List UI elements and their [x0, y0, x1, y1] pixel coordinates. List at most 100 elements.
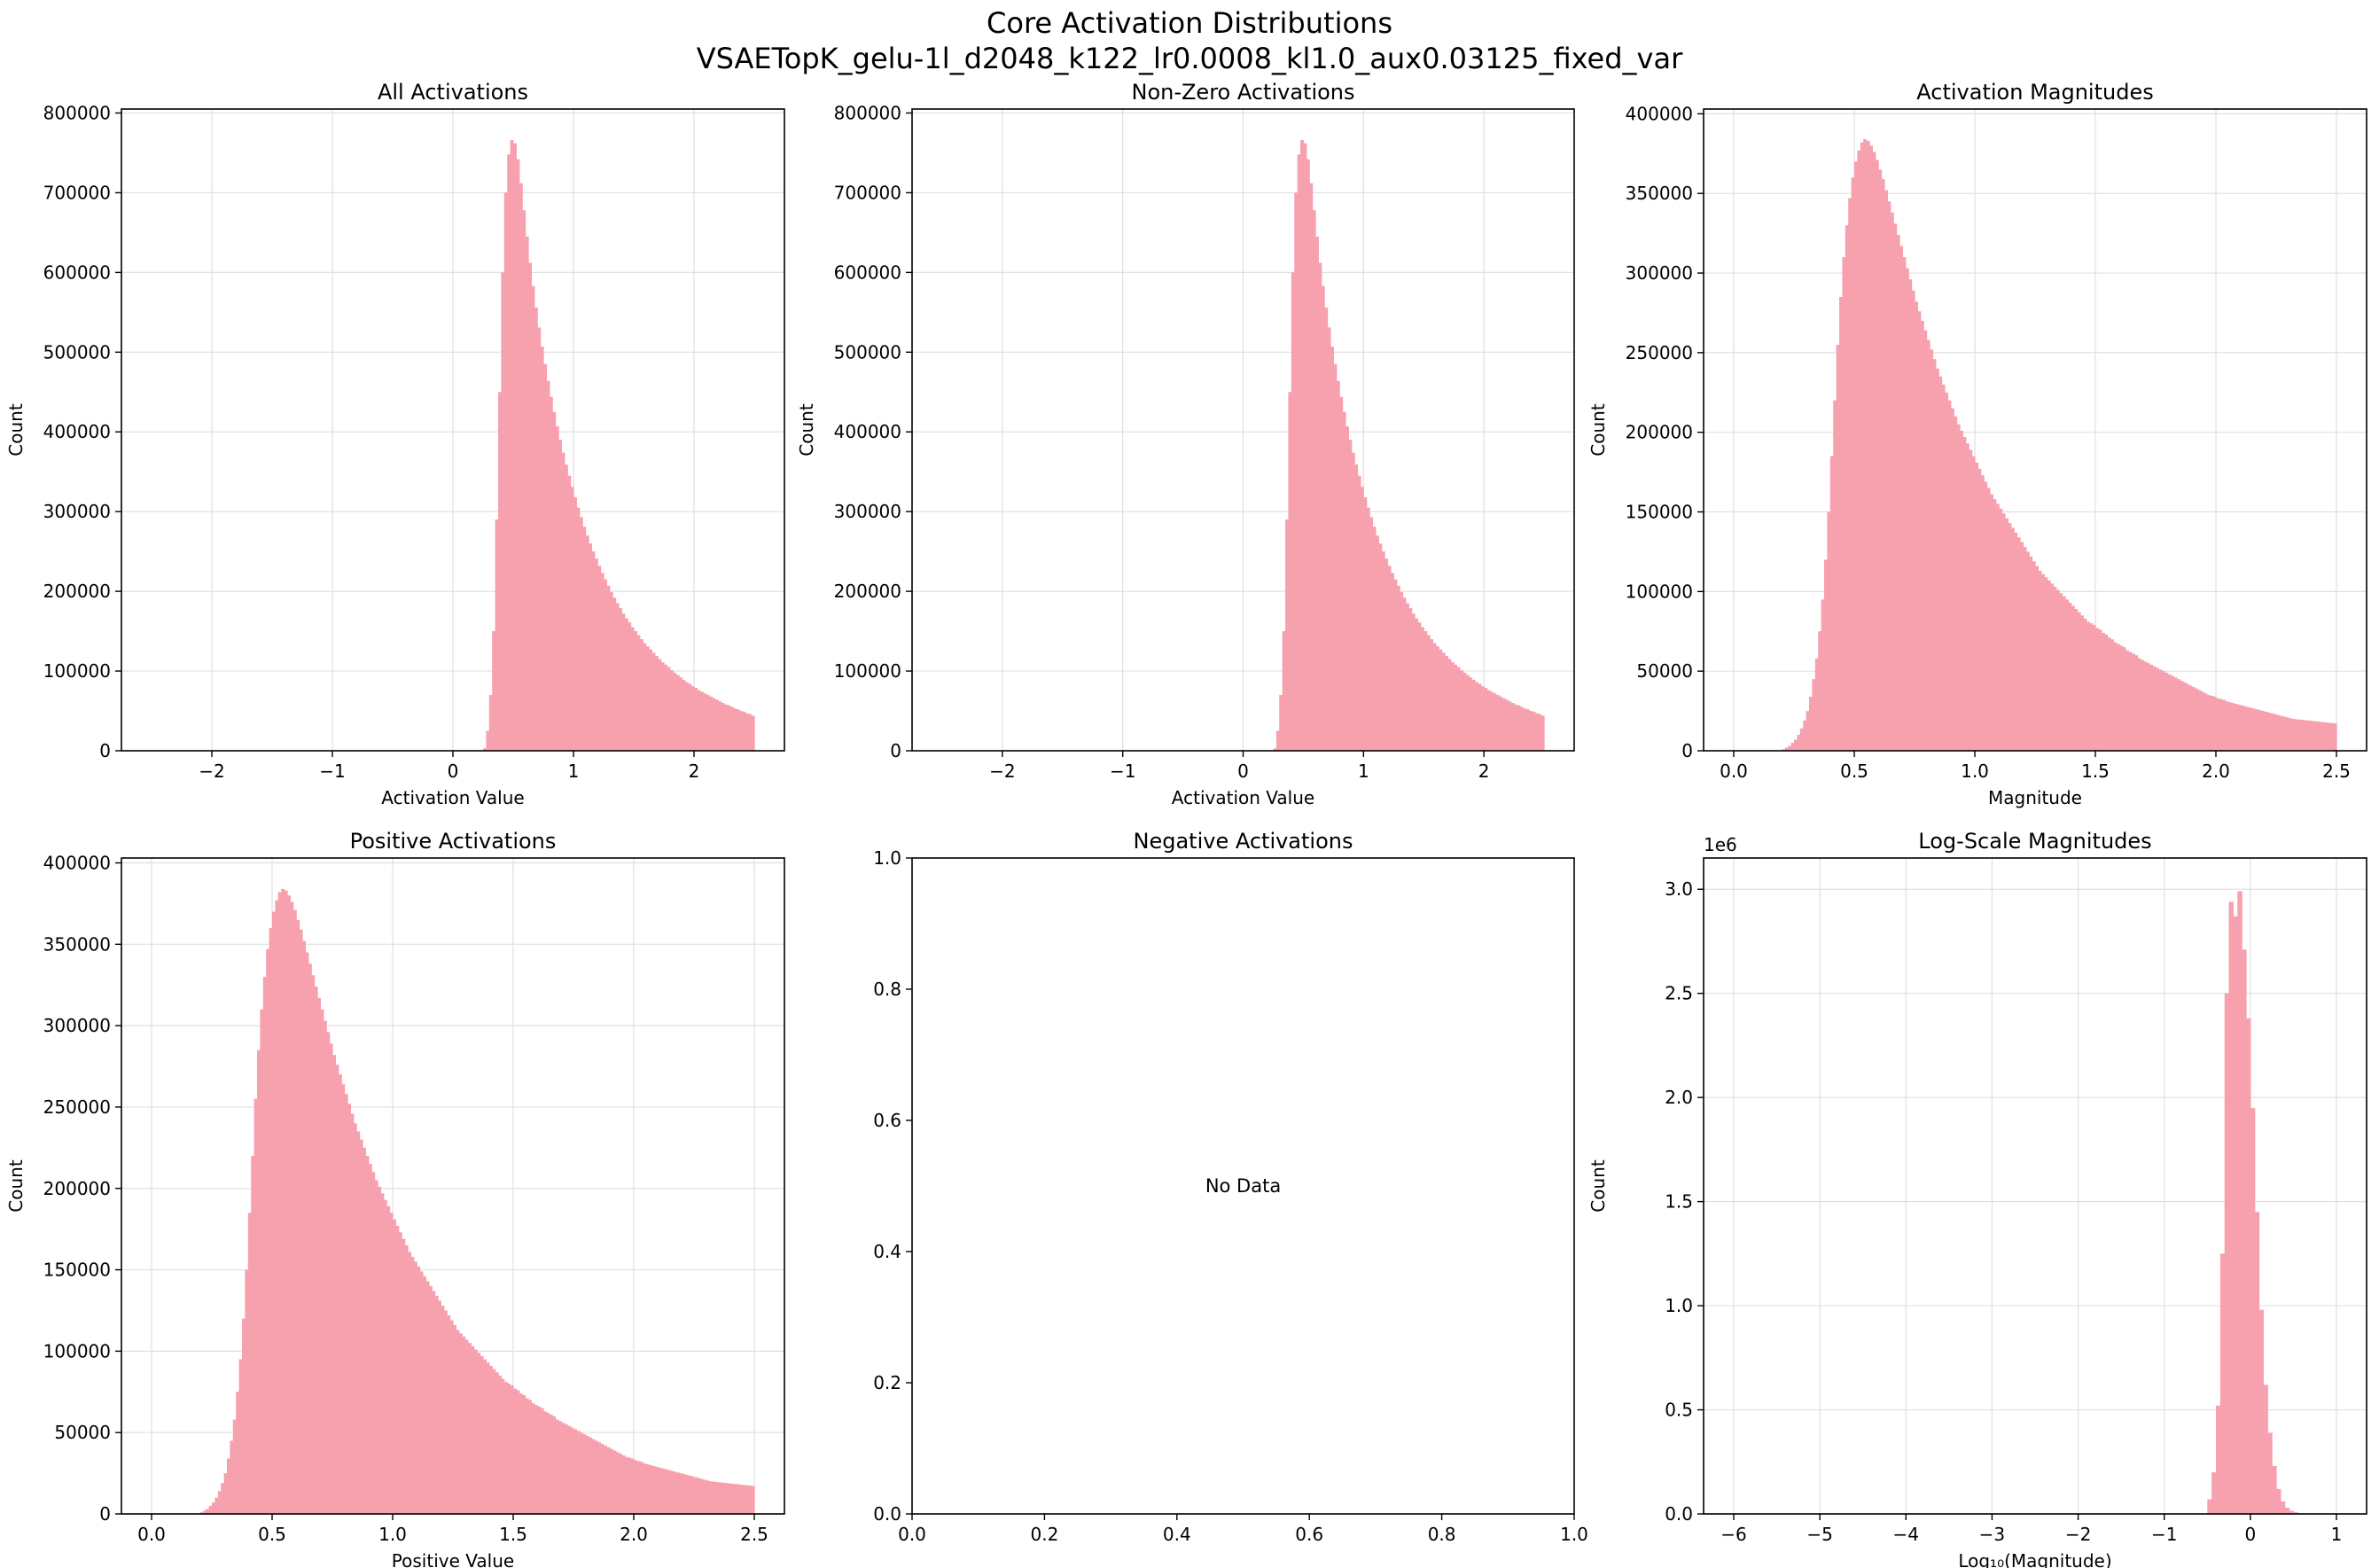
x-tick-label: 0.0: [898, 1524, 926, 1545]
histogram-bar: [609, 592, 613, 751]
histogram-bar: [338, 1074, 342, 1514]
histogram-bar: [212, 1502, 215, 1514]
histogram-bar: [2242, 949, 2247, 1514]
histogram-bar: [1430, 639, 1434, 751]
histogram-bar: [703, 693, 707, 751]
histogram-bar: [2001, 513, 2006, 751]
histogram-bar: [488, 1365, 493, 1514]
histogram-bar: [576, 1431, 581, 1514]
histogram-bar: [2266, 712, 2271, 751]
histogram-bar: [628, 622, 632, 751]
histogram-bar: [1893, 223, 1898, 752]
histogram-bar: [2207, 1499, 2212, 1514]
histogram-bar: [694, 687, 698, 751]
x-tick-label: 2.0: [2202, 761, 2230, 782]
subplot-title: All Activations: [378, 80, 528, 105]
histogram-bar: [2128, 651, 2133, 751]
histogram-bar: [1502, 698, 1506, 751]
histogram-bar: [393, 1219, 396, 1514]
histogram-bar: [636, 635, 641, 751]
histogram-bar: [1402, 597, 1407, 751]
histogram-bar: [2258, 710, 2262, 751]
histogram-bar: [736, 1484, 740, 1514]
histogram-bar: [245, 1269, 249, 1514]
histogram-bar: [576, 507, 581, 751]
histogram-bar: [495, 519, 499, 751]
histogram-bar: [1986, 488, 1991, 751]
histogram-bar: [2204, 693, 2208, 751]
histogram-bar: [2293, 1512, 2298, 1514]
histogram-bar: [706, 1480, 710, 1514]
histogram-bar: [519, 183, 523, 752]
histogram-bar: [503, 192, 508, 751]
histogram-bar: [733, 708, 737, 751]
histogram-bar: [2107, 637, 2111, 751]
x-tick-label: −1: [2151, 1524, 2177, 1545]
histogram-bar: [594, 1440, 598, 1514]
histogram-bar: [329, 1043, 333, 1514]
histogram-bar: [1360, 487, 1364, 751]
histogram-bar: [745, 713, 749, 751]
y-axis-label: Count: [1587, 1159, 1609, 1213]
axes-frame: [1703, 857, 2367, 1515]
histogram-bar: [2219, 1253, 2226, 1514]
histogram-bar: [2008, 523, 2012, 751]
histogram-bar: [606, 585, 611, 751]
histogram-bar: [383, 1199, 387, 1514]
histogram-bar: [1829, 456, 1834, 751]
histogram-bar: [585, 1435, 589, 1514]
y-tick-label: 0.0: [873, 1503, 901, 1525]
histogram-bar: [2242, 706, 2247, 751]
y-tick-label: 100000: [43, 1340, 111, 1361]
x-tick-label: −1: [319, 761, 345, 782]
y-tick-label: 150000: [1626, 502, 1693, 523]
histogram-bar: [371, 1172, 376, 1514]
histogram-bar: [697, 690, 701, 751]
histogram-bar: [227, 1458, 230, 1514]
histogram-bar: [697, 1478, 701, 1514]
histogram-bar: [531, 1403, 535, 1514]
histogram-bar: [1447, 659, 1452, 751]
histogram-bar: [2288, 718, 2292, 751]
histogram-bar: [615, 1452, 620, 1514]
histogram-bar: [419, 1271, 424, 1514]
histogram-bar: [522, 210, 526, 751]
histogram-bar: [2104, 634, 2109, 751]
histogram-bar: [1523, 708, 1527, 751]
histogram-bar: [464, 1339, 469, 1514]
histogram-bar: [537, 327, 542, 751]
histogram-bar: [1291, 272, 1295, 751]
histogram-bar: [706, 695, 710, 751]
histogram-bar: [739, 711, 743, 751]
histogram-bar: [1273, 748, 1277, 751]
histogram-bar: [721, 703, 725, 751]
histogram-bar: [654, 655, 659, 751]
histogram-bar: [2291, 719, 2295, 751]
histogram-bar: [1354, 464, 1359, 751]
histogram-bar: [709, 696, 713, 751]
histogram-bar: [1827, 511, 1831, 751]
histogram-bar: [1956, 424, 1961, 751]
histogram-bar: [645, 646, 650, 751]
histogram-bar: [1318, 262, 1322, 751]
y-tick-label: 500000: [43, 341, 111, 363]
y-tick-label: 400000: [43, 853, 111, 874]
histogram-bar: [1941, 384, 1946, 751]
histogram-bar: [432, 1291, 436, 1514]
histogram-bar: [621, 613, 626, 751]
histogram-bar: [712, 1481, 716, 1514]
histogram-bar: [604, 579, 607, 751]
histogram-bar: [531, 285, 535, 751]
histogram-bar: [1969, 449, 1973, 751]
x-tick-label: 1: [2331, 1524, 2343, 1545]
histogram-bar: [1459, 670, 1463, 751]
histogram-bar: [1932, 359, 1937, 751]
histogram-bar: [1908, 279, 1913, 752]
subplot-4: 0.0 0.5 1.0 1.5 2.0 2.5 0 50000 100000 150000 2000…: [5, 829, 785, 1568]
histogram-bar: [1923, 330, 1928, 751]
histogram-bar: [1863, 139, 1868, 752]
histogram-bar: [639, 1462, 644, 1514]
histogram-bar: [2234, 704, 2238, 751]
histogram-bar: [438, 1300, 441, 1514]
no-data-annotation: No Data: [1205, 1175, 1281, 1197]
